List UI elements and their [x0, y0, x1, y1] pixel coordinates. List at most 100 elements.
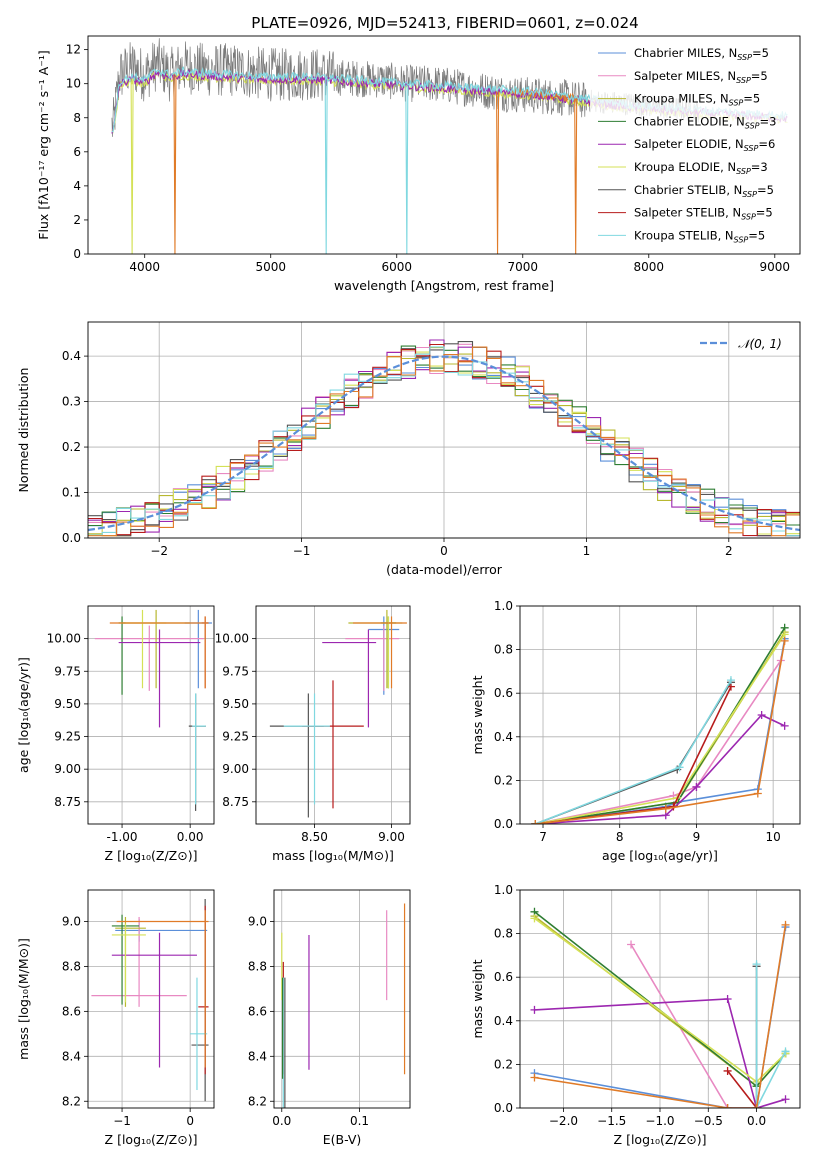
series-marker — [781, 1047, 790, 1056]
plot-area — [94, 609, 212, 811]
x-tick-label: −1 — [113, 1114, 131, 1128]
legend-name: Salpeter ELODIE, N — [634, 137, 744, 151]
legend-sub: SSP — [736, 76, 751, 85]
y-tick-label: 0.2 — [62, 440, 81, 454]
panel-age_vs_mass: 8.50 9.00 8.75 9.00 9.25 9.50 9.75 10.00 mass [l… — [215, 605, 411, 863]
legend-box — [590, 42, 796, 248]
series-line — [534, 998, 786, 1108]
y-tick-label: 0.2 — [494, 773, 513, 787]
axes-frame — [519, 889, 801, 1109]
y-tick-label: 8.2 — [62, 1094, 81, 1108]
y-tick-label: 9.50 — [222, 697, 249, 711]
y-tick-label: 0.3 — [62, 395, 81, 409]
axes-frame — [273, 889, 411, 1109]
y-tick-label: 9.50 — [54, 697, 81, 711]
y-tick-label: 6 — [73, 145, 81, 159]
legend-tail: =5 — [757, 183, 774, 197]
y-axis-label: Normed distribution — [16, 368, 31, 493]
y-tick-label: 8.8 — [62, 959, 81, 973]
series-marker — [723, 1066, 732, 1075]
legend-name: Chabrier STELIB, N — [634, 183, 742, 197]
y-tick-label: 8.75 — [54, 795, 81, 809]
x-axis-label: age [log₁₀(age/yr)] — [602, 848, 718, 863]
y-tick-label: 10.00 — [47, 632, 81, 646]
panel-mass_vs_EBV: 0.0 0.1 8.2 8.4 8.6 8.8 9.0 E(B-V) — [248, 889, 411, 1147]
panel-spectrum: 4000 5000 6000 7000 8000 9000 0 2 4 6 8 10 12 wavelen… — [36, 35, 801, 293]
legend-label: Kroupa MILES, NSSP=5 — [634, 92, 760, 108]
x-tick-label: 5000 — [255, 260, 286, 274]
x-tick-label: 0.00 — [177, 830, 204, 844]
y-tick-label: 2 — [73, 213, 81, 227]
series-marker — [627, 940, 636, 949]
axes-frame — [87, 321, 801, 539]
legend-tail: =3 — [751, 160, 768, 174]
x-axis-label: Z [log₁₀(Z/Z⊙)] — [105, 1132, 198, 1147]
x-tick-label: −1.0 — [645, 1114, 674, 1128]
x-tick-label: −0.5 — [694, 1114, 723, 1128]
y-tick-label: 10.00 — [215, 632, 249, 646]
legend-tail: =5 — [743, 92, 760, 106]
series-marker — [675, 763, 684, 772]
x-tick-label: 0.0 — [747, 1114, 766, 1128]
y-tick-label: 10 — [66, 77, 81, 91]
y-tick-label: 8.6 — [62, 1004, 81, 1018]
x-tick-label: -1.00 — [107, 830, 138, 844]
legend-label: Chabrier STELIB, NSSP=5 — [634, 183, 774, 199]
legend: 𝒩(0, 1) — [700, 337, 782, 351]
x-tick-label: 9000 — [760, 260, 791, 274]
y-tick-label: 12 — [66, 43, 81, 57]
absorption-dip — [130, 78, 134, 254]
x-axis-label: (data-model)/error — [386, 562, 503, 577]
legend-name: Salpeter STELIB, N — [634, 206, 741, 220]
x-tick-label: 8 — [616, 830, 624, 844]
y-tick-label: 8.4 — [62, 1049, 81, 1063]
normal-curve — [88, 355, 800, 532]
y-tick-label: 8.2 — [248, 1094, 267, 1108]
y-tick-label: 9.00 — [222, 762, 249, 776]
y-tick-label: 9.25 — [54, 730, 81, 744]
y-tick-label: 0.0 — [494, 1101, 513, 1115]
legend-tail: =5 — [756, 206, 773, 220]
x-tick-label: −1 — [293, 544, 311, 558]
y-tick-label: 0.0 — [62, 531, 81, 545]
legend-sub: SSP — [737, 53, 752, 62]
x-axis-label: mass [log₁₀(M/M⊙)] — [272, 848, 394, 863]
series-marker — [752, 1104, 761, 1108]
x-tick-label: −2.0 — [549, 1114, 578, 1128]
series-marker — [757, 711, 766, 719]
x-tick-label: 4000 — [129, 260, 160, 274]
y-tick-label: 8.75 — [222, 795, 249, 809]
legend-name: Kroupa ELODIE, N — [634, 160, 736, 174]
series-marker — [780, 636, 789, 645]
panel-mass_vs_Z: −1 0 8.2 8.4 8.6 8.8 9.0 Z [log₁₀(Z/Z⊙)] mass [l… — [16, 889, 215, 1147]
x-tick-label: 8000 — [634, 260, 665, 274]
y-tick-label: 0.4 — [494, 730, 513, 744]
x-axis-label: Z [log₁₀(Z/Z⊙)] — [614, 1132, 707, 1147]
series-line — [755, 964, 787, 1108]
x-tick-label: 6000 — [381, 260, 412, 274]
y-axis-label: mass weight — [470, 675, 485, 754]
series-marker — [726, 676, 735, 685]
y-tick-label: 0.4 — [494, 1014, 513, 1028]
legend-name: Chabrier MILES, N — [634, 46, 737, 60]
series-line — [630, 944, 757, 1108]
legend-tail: =6 — [758, 137, 775, 151]
legend-sub: SSP — [729, 99, 744, 108]
legend-label: Salpeter STELIB, NSSP=5 — [634, 206, 773, 222]
series-marker — [723, 1104, 732, 1108]
legend-sub: SSP — [741, 213, 756, 222]
absorption-dip — [574, 99, 578, 254]
y-tick-label: 0.0 — [494, 817, 513, 831]
y-tick-label: 0.1 — [62, 486, 81, 500]
axes-frame — [255, 605, 411, 825]
legend-sub: SSP — [734, 235, 749, 244]
axes-frame — [87, 605, 215, 825]
histogram-step — [88, 346, 800, 537]
legend-sub: SSP — [742, 190, 757, 199]
y-tick-label: 9.75 — [222, 664, 249, 678]
axes-frame — [87, 35, 801, 255]
x-axis-label: wavelength [Angstrom, rest frame] — [334, 278, 554, 293]
plot-area — [530, 907, 790, 1108]
absorption-dip — [405, 85, 409, 254]
series-marker — [781, 1095, 790, 1104]
